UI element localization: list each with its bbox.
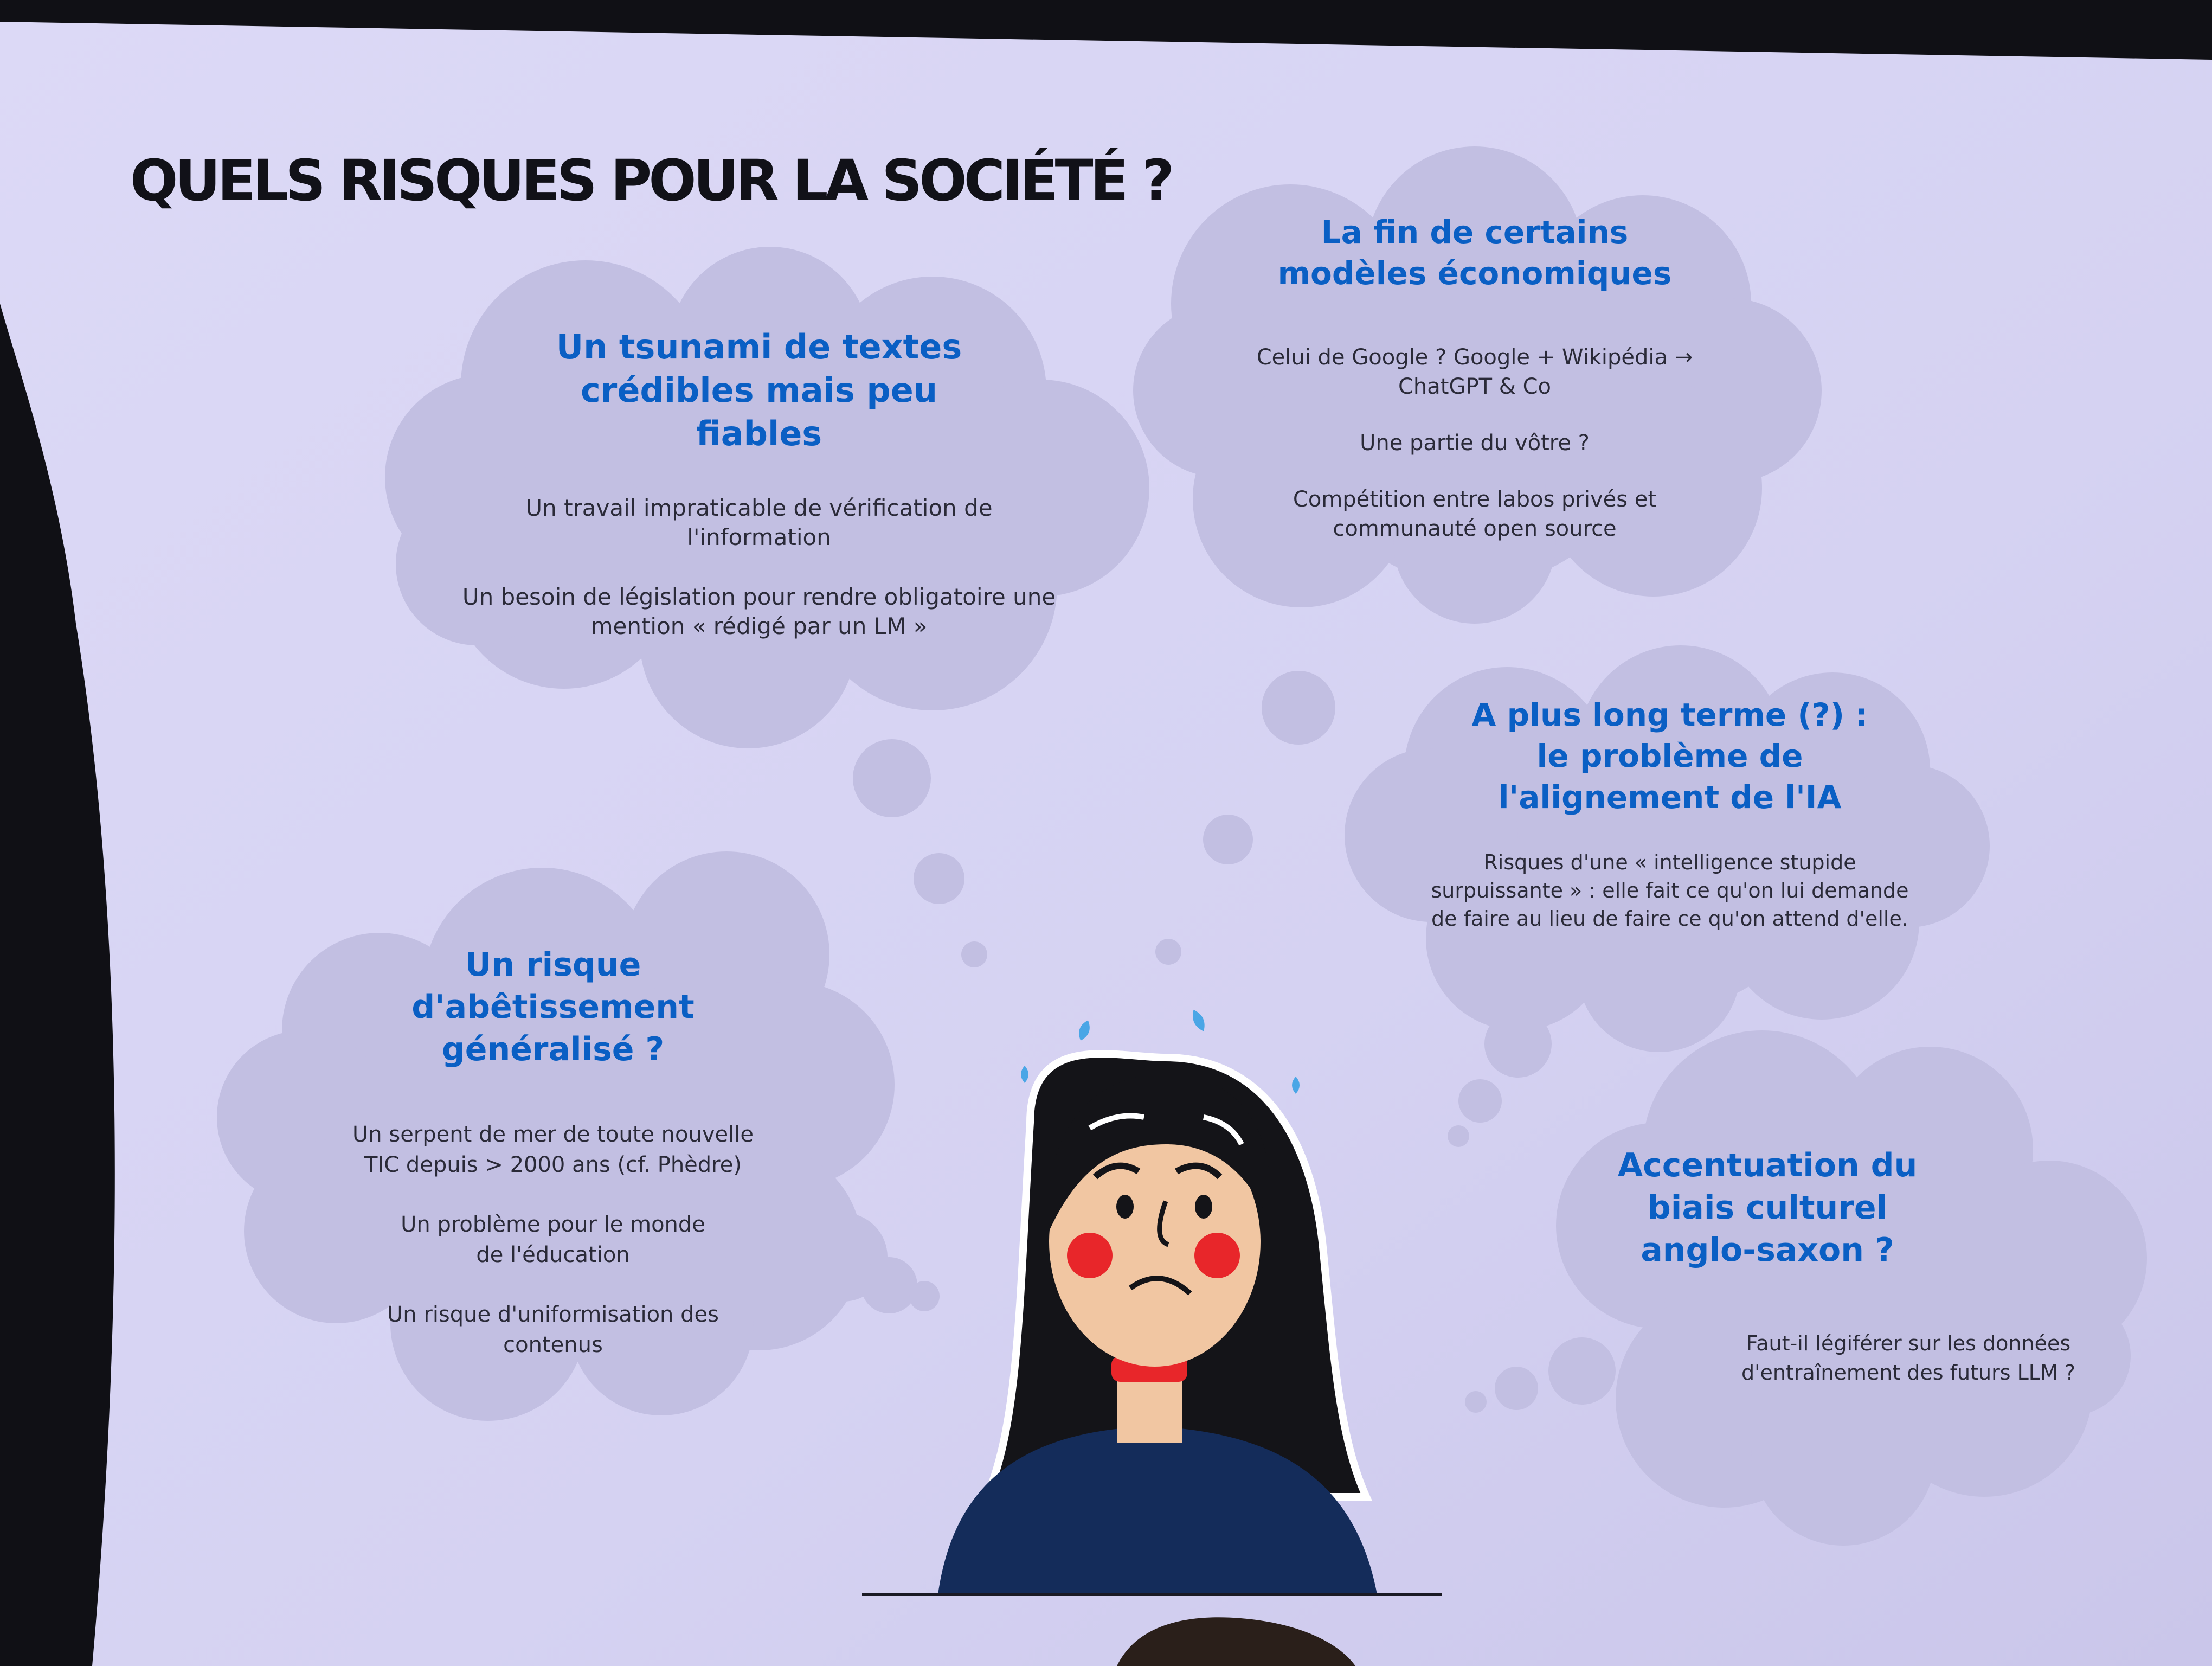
bubble-line: Un besoin de législation pour rendre obl…	[462, 584, 1056, 639]
bubble-alignement: A plus long terme (?) : le problème de l…	[1426, 694, 1914, 933]
slide-title: QUELS RISQUES POUR LA SOCIÉTÉ ?	[130, 148, 1174, 214]
eyebrow	[1175, 1162, 1223, 1180]
bubble-line: Un risque d'uniformisation des contenus	[387, 1302, 719, 1357]
bubble-biais: Accentuation du biais culturel anglo-sax…	[1616, 1144, 1919, 1353]
worried-woman-illustration	[862, 1009, 1442, 1596]
bubble-tsunami-cloud	[385, 247, 1149, 748]
bubble-title: Un tsunami de textes crédibles mais peu …	[556, 327, 962, 453]
bubble-tsunami: Un tsunami de textes crédibles mais peu …	[423, 325, 1095, 641]
hair-highlight	[1203, 1114, 1244, 1146]
bubble-title: La fin de certains modèles économiques	[1277, 214, 1672, 292]
bubble-line: Celui de Google ? Google + Wikipédia → C…	[1256, 345, 1693, 399]
thought-dots	[799, 671, 1616, 1413]
cheek	[1067, 1233, 1113, 1278]
bubble-title: Un risque d'abêtissement généralisé ?	[411, 946, 695, 1068]
sweat-drop	[1079, 1020, 1090, 1041]
bubble-line: Une partie du vôtre ?	[1360, 431, 1590, 456]
bubble-line: Faut-il légiférer sur les données d'entr…	[1741, 1331, 2075, 1385]
bubble-economie-cloud	[1133, 146, 1822, 624]
audience-head	[1117, 1617, 1355, 1666]
bubble-biais-body: Faut-il légiférer sur les données d'entr…	[1735, 1329, 2082, 1387]
bubble-line: Compétition entre labos privés et commun…	[1293, 487, 1657, 541]
sweat-drop	[1193, 1009, 1205, 1031]
bubble-title: A plus long terme (?) : le problème de l…	[1471, 696, 1868, 816]
bubble-economie: La fin de certains modèles économiques C…	[1225, 212, 1724, 543]
bubble-line: Un serpent de mer de toute nouvelle TIC …	[352, 1122, 754, 1177]
sweat-drop	[1292, 1077, 1300, 1094]
cheek	[1194, 1233, 1240, 1278]
bubble-line: Un problème pour le monde de l'éducation	[401, 1212, 705, 1267]
bubble-biais-cloud	[1556, 1030, 2147, 1546]
bubble-abetissement: Un risque d'abêtissement généralisé ? Un…	[304, 944, 802, 1360]
mouth	[1129, 1276, 1192, 1296]
bubble-alignement-cloud	[1345, 645, 1990, 1052]
sweater	[938, 1426, 1377, 1594]
bubble-title: Accentuation du biais culturel anglo-sax…	[1617, 1146, 1918, 1269]
sweat-drop	[1021, 1066, 1028, 1083]
bubble-line: Risques d'une « intelligence stupide sur…	[1431, 850, 1909, 931]
eye	[1195, 1195, 1212, 1219]
eyebrow	[1093, 1162, 1141, 1180]
eye	[1116, 1195, 1134, 1219]
face	[1049, 1117, 1261, 1367]
nose	[1157, 1200, 1169, 1247]
hair-fringe	[1048, 1074, 1271, 1231]
hair-highlight	[1088, 1113, 1144, 1131]
bubble-line: Un travail impraticable de vérification …	[525, 495, 993, 550]
bubble-abetissement-cloud	[217, 851, 895, 1421]
